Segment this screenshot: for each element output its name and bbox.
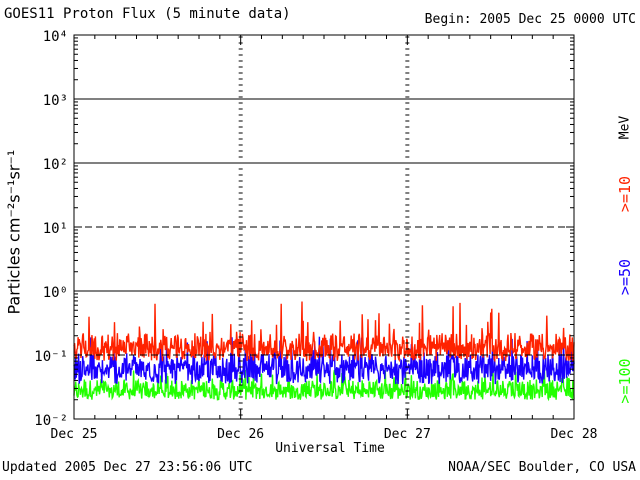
data-series-layer	[73, 301, 575, 402]
y-tick-label: 10⁻²	[34, 413, 68, 429]
legend-series-100: >=100	[616, 358, 634, 404]
y-axis-label: Particles cm⁻²s⁻¹sr⁻¹	[4, 149, 24, 315]
y-tick-label: 10⁻¹	[34, 349, 68, 365]
x-tick-label: Dec 28	[551, 427, 598, 442]
legend-series-50: >=50	[616, 258, 634, 296]
begin-time: Begin: 2005 Dec 25 0000 UTC	[424, 12, 636, 27]
series-line-2	[73, 369, 575, 402]
updated-timestamp: Updated 2005 Dec 27 23:56:06 UTC	[2, 460, 253, 475]
legend-series-10: >=10	[616, 175, 634, 213]
legend-unit: MeV	[617, 115, 633, 140]
x-tick-label: Dec 25	[51, 427, 98, 442]
chart-title: GOES11 Proton Flux (5 minute data)	[4, 6, 291, 22]
y-tick-label: 10²	[43, 157, 68, 173]
source-credit: NOAA/SEC Boulder, CO USA	[448, 460, 636, 475]
y-tick-label: 10³	[43, 93, 68, 109]
y-tick-label: 10⁰	[43, 285, 68, 301]
x-tick-label: Dec 26	[217, 427, 264, 442]
axis-layer: 10⁻² 10⁻¹ 10⁰ 10¹ 10² 10³ 10⁴ Dec 25 Dec 26 Dec 2…	[34, 29, 597, 442]
y-tick-label: 10⁴	[43, 29, 68, 45]
y-tick-label: 10¹	[43, 221, 68, 237]
series-line-0	[73, 301, 575, 363]
x-axis-label: Universal Time	[275, 441, 385, 456]
x-tick-label: Dec 27	[384, 427, 431, 442]
grid-layer	[74, 36, 574, 416]
series-line-1	[73, 336, 575, 385]
